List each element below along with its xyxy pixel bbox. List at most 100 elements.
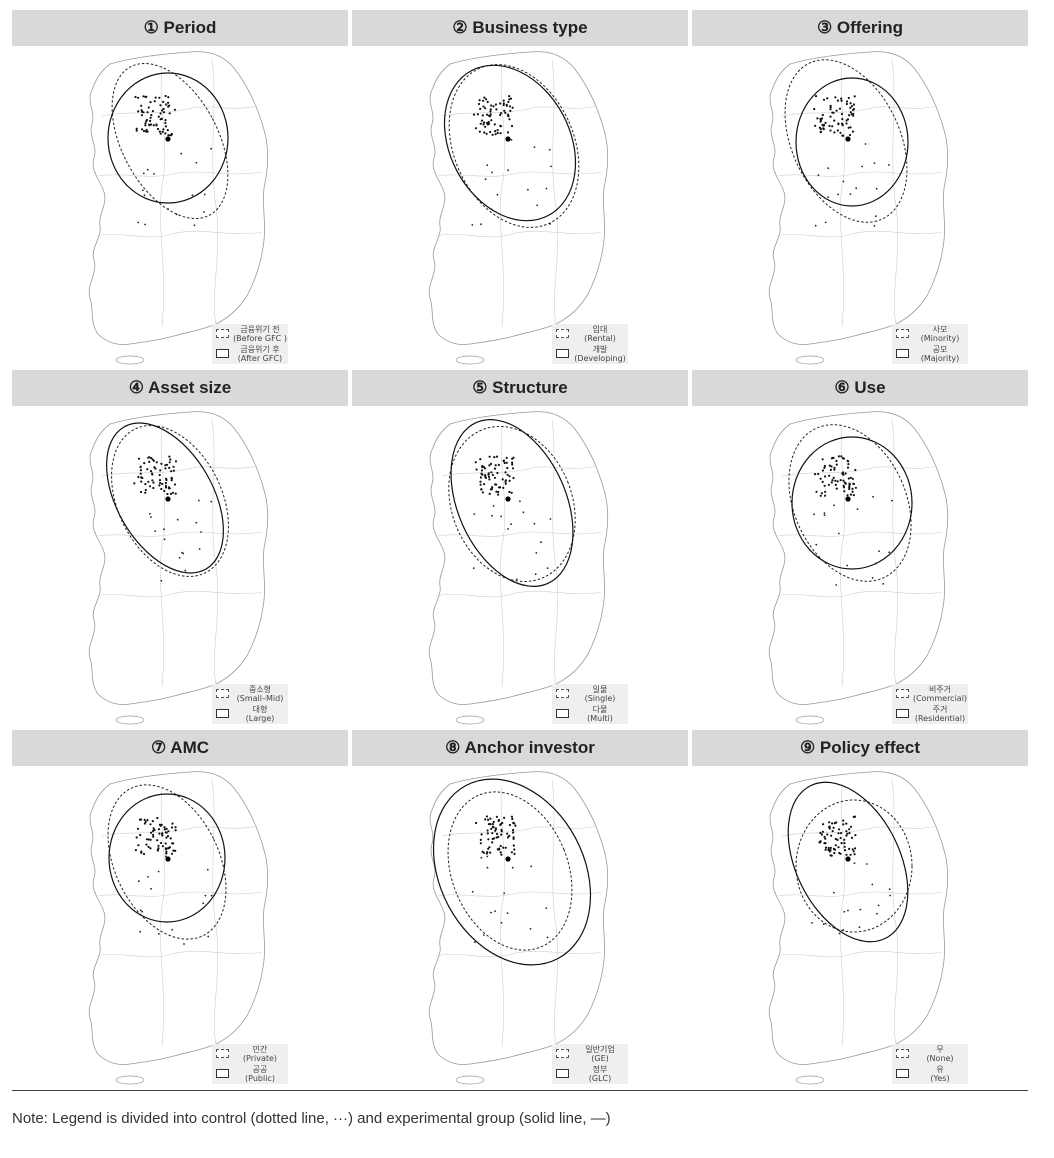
asset-point xyxy=(830,465,833,468)
asset-point xyxy=(510,851,513,854)
asset-point xyxy=(143,462,146,465)
asset-point xyxy=(156,127,160,131)
asset-point xyxy=(829,104,832,107)
asset-point xyxy=(141,910,144,913)
asset-point xyxy=(847,909,849,912)
asset-point xyxy=(511,866,514,869)
legend-label-en: (GLC) xyxy=(588,1074,612,1083)
asset-point xyxy=(491,133,494,136)
asset-point xyxy=(488,492,491,495)
asset-point xyxy=(821,830,824,833)
asset-point xyxy=(549,518,552,520)
asset-point xyxy=(158,832,161,835)
asset-point xyxy=(493,476,496,479)
asset-point xyxy=(137,457,141,460)
asset-point xyxy=(873,225,876,227)
asset-point xyxy=(150,123,153,126)
legend-label-ko: 임대 xyxy=(592,325,608,334)
asset-point xyxy=(158,484,161,487)
asset-point xyxy=(875,215,877,218)
legend-label-ko: 정부 xyxy=(592,1065,608,1074)
asset-point xyxy=(823,835,826,838)
solid-line-swatch xyxy=(556,349,569,358)
jeju-island xyxy=(455,1075,485,1085)
asset-point xyxy=(504,482,507,485)
legend-item-experimental: 주거 (Residential) xyxy=(892,704,968,724)
asset-point xyxy=(164,132,167,135)
legend-label-en: (Large) xyxy=(245,714,275,723)
asset-point xyxy=(834,479,837,482)
legend-label-en: (Commercial) xyxy=(912,694,968,703)
asset-point xyxy=(482,121,486,124)
asset-point xyxy=(496,193,499,196)
asset-point xyxy=(140,480,143,483)
asset-point xyxy=(156,839,159,842)
asset-point xyxy=(848,114,851,117)
asset-point xyxy=(152,835,155,838)
asset-point xyxy=(143,818,146,821)
asset-point xyxy=(818,841,821,844)
asset-point xyxy=(841,457,844,460)
asset-point xyxy=(145,128,148,132)
asset-point xyxy=(829,129,832,132)
asset-point xyxy=(511,831,515,834)
admin-boundary xyxy=(160,65,166,327)
asset-point xyxy=(148,460,151,463)
panel-anchor-investor: ⑧ Anchor investor 일반기업 (GE) 정부 (GLC) xyxy=(352,730,688,1086)
asset-point xyxy=(503,892,506,895)
asset-point xyxy=(168,461,171,464)
asset-point xyxy=(859,908,862,911)
asset-point xyxy=(490,104,493,107)
admin-boundary xyxy=(101,465,257,477)
footnote: Note: Legend is divided into control (do… xyxy=(12,1110,611,1127)
asset-point xyxy=(829,849,832,852)
asset-point xyxy=(139,466,142,469)
asset-point xyxy=(206,868,209,871)
asset-point xyxy=(479,483,482,486)
asset-point xyxy=(137,221,140,224)
asset-point xyxy=(210,147,213,150)
legend-label-en: (Yes) xyxy=(930,1074,950,1083)
asset-point xyxy=(849,126,852,129)
admin-boundary xyxy=(435,230,603,238)
asset-point xyxy=(495,815,498,818)
asset-point xyxy=(824,121,827,124)
admin-boundary xyxy=(775,230,943,238)
asset-point xyxy=(491,832,494,835)
asset-point xyxy=(829,854,832,857)
asset-point xyxy=(846,832,849,835)
asset-point xyxy=(833,466,836,469)
asset-point xyxy=(157,847,160,850)
asset-point xyxy=(839,832,843,835)
asset-point xyxy=(829,108,832,111)
asset-point xyxy=(849,193,852,196)
asset-point xyxy=(158,473,161,477)
panel-use: ⑥ Use 비주거 (Commercial) 주거 (Residential) xyxy=(692,370,1028,726)
asset-point xyxy=(497,486,501,489)
asset-point xyxy=(824,475,827,478)
asset-point xyxy=(164,848,168,851)
asset-point xyxy=(509,109,512,112)
solid-line-swatch xyxy=(216,349,229,358)
admin-boundary xyxy=(891,419,899,685)
asset-point xyxy=(180,152,183,155)
asset-point xyxy=(159,112,162,115)
asset-point xyxy=(478,99,481,102)
asset-point xyxy=(166,129,169,132)
admin-boundary xyxy=(777,891,943,897)
asset-point xyxy=(502,459,505,462)
asset-point xyxy=(144,122,147,125)
asset-point xyxy=(479,107,482,110)
asset-point xyxy=(147,845,150,849)
asset-point xyxy=(833,131,836,134)
asset-point xyxy=(832,476,835,479)
asset-point xyxy=(882,583,885,585)
asset-point xyxy=(502,103,505,107)
asset-point xyxy=(198,499,200,502)
asset-point xyxy=(828,464,831,467)
legend-label-ko: 공모 xyxy=(932,345,948,354)
asset-point xyxy=(170,852,174,855)
asset-point xyxy=(144,124,147,127)
asset-point xyxy=(496,832,499,836)
asset-point xyxy=(814,473,817,476)
